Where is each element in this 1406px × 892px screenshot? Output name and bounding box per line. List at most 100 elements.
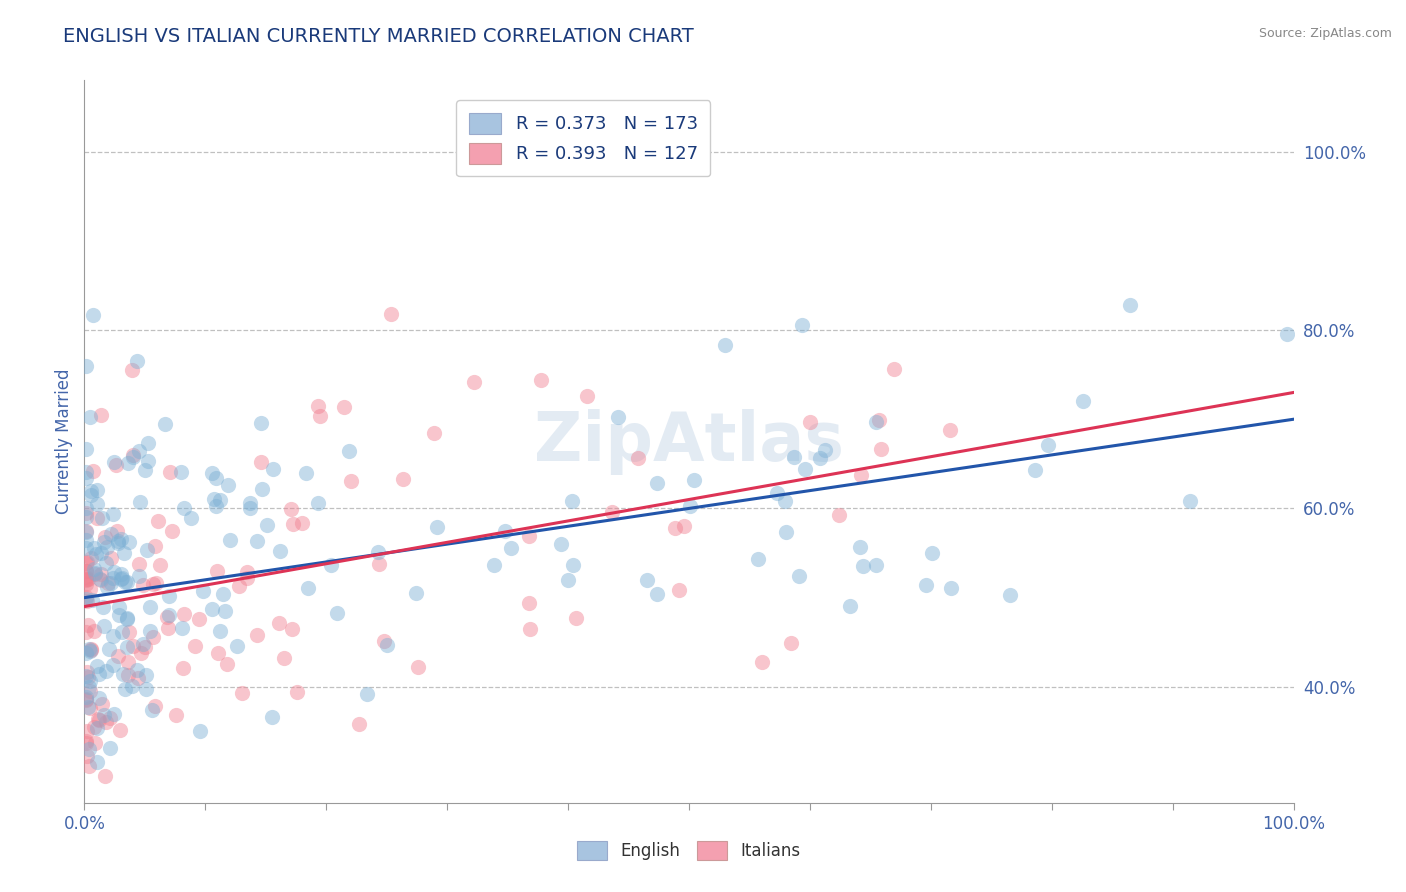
Point	[172, 661, 194, 675]
Point	[239, 500, 262, 515]
Point	[173, 607, 195, 621]
Point	[799, 415, 821, 429]
Point	[356, 687, 378, 701]
Point	[207, 646, 229, 660]
Point	[77, 680, 100, 694]
Point	[392, 472, 415, 486]
Point	[108, 599, 131, 614]
Point	[865, 415, 887, 429]
Point	[89, 573, 111, 587]
Point	[108, 723, 131, 738]
Point	[214, 603, 236, 617]
Point	[870, 442, 893, 456]
Point	[792, 318, 814, 333]
Point	[76, 723, 98, 738]
Point	[939, 423, 962, 437]
Point	[75, 524, 97, 539]
Point	[132, 637, 155, 651]
Point	[75, 734, 97, 748]
Point	[134, 640, 156, 654]
Point	[76, 594, 98, 608]
Point	[96, 556, 118, 570]
Point	[83, 737, 105, 751]
Point	[122, 639, 145, 653]
Point	[672, 518, 695, 533]
Point	[636, 574, 658, 588]
Point	[668, 582, 690, 597]
Point	[600, 505, 623, 519]
Point	[84, 547, 107, 561]
Point	[75, 541, 97, 556]
Point	[783, 450, 806, 464]
Point	[519, 622, 541, 636]
Point	[76, 699, 98, 714]
Point	[211, 587, 233, 601]
Point	[145, 540, 167, 554]
Point	[96, 580, 118, 594]
Point	[128, 443, 150, 458]
Point	[79, 741, 101, 756]
Point	[1119, 298, 1142, 312]
Point	[75, 564, 97, 578]
Point	[205, 564, 228, 578]
Point	[463, 375, 485, 389]
Point	[80, 593, 103, 607]
Point	[773, 494, 796, 508]
Point	[117, 655, 139, 669]
Point	[90, 511, 112, 525]
Point	[97, 576, 120, 591]
Point	[201, 466, 224, 480]
Point	[101, 571, 124, 585]
Point	[205, 500, 228, 514]
Point	[135, 681, 157, 696]
Point	[75, 592, 97, 607]
Point	[347, 717, 370, 731]
Point	[110, 533, 132, 547]
Point	[239, 496, 262, 510]
Point	[339, 475, 361, 489]
Text: ZipAtlas: ZipAtlas	[534, 409, 844, 475]
Point	[149, 558, 172, 572]
Point	[101, 507, 124, 521]
Point	[110, 566, 132, 581]
Point	[75, 359, 97, 373]
Point	[250, 483, 273, 497]
Point	[75, 574, 97, 588]
Point	[79, 642, 101, 657]
Point	[217, 477, 239, 491]
Point	[714, 338, 737, 352]
Point	[93, 599, 115, 614]
Text: Source: ZipAtlas.com: Source: ZipAtlas.com	[1258, 27, 1392, 40]
Point	[787, 569, 810, 583]
Point	[250, 417, 273, 431]
Point	[766, 485, 789, 500]
Point	[79, 644, 101, 658]
Point	[84, 566, 107, 581]
Point	[118, 535, 141, 549]
Point	[664, 520, 686, 534]
Point	[83, 562, 105, 576]
Point	[100, 551, 122, 566]
Point	[285, 685, 308, 699]
Point	[83, 567, 105, 582]
Point	[101, 657, 124, 672]
Point	[627, 450, 650, 465]
Point	[86, 721, 108, 735]
Point	[828, 508, 851, 522]
Point	[117, 456, 139, 470]
Point	[180, 511, 202, 525]
Point	[808, 451, 831, 466]
Point	[333, 400, 356, 414]
Point	[128, 557, 150, 571]
Point	[1178, 494, 1201, 508]
Point	[157, 589, 180, 603]
Point	[80, 641, 103, 656]
Point	[75, 692, 97, 706]
Point	[115, 611, 138, 625]
Point	[75, 510, 97, 524]
Point	[281, 622, 304, 636]
Point	[281, 517, 304, 532]
Point	[373, 633, 395, 648]
Point	[941, 581, 963, 595]
Point	[75, 570, 97, 584]
